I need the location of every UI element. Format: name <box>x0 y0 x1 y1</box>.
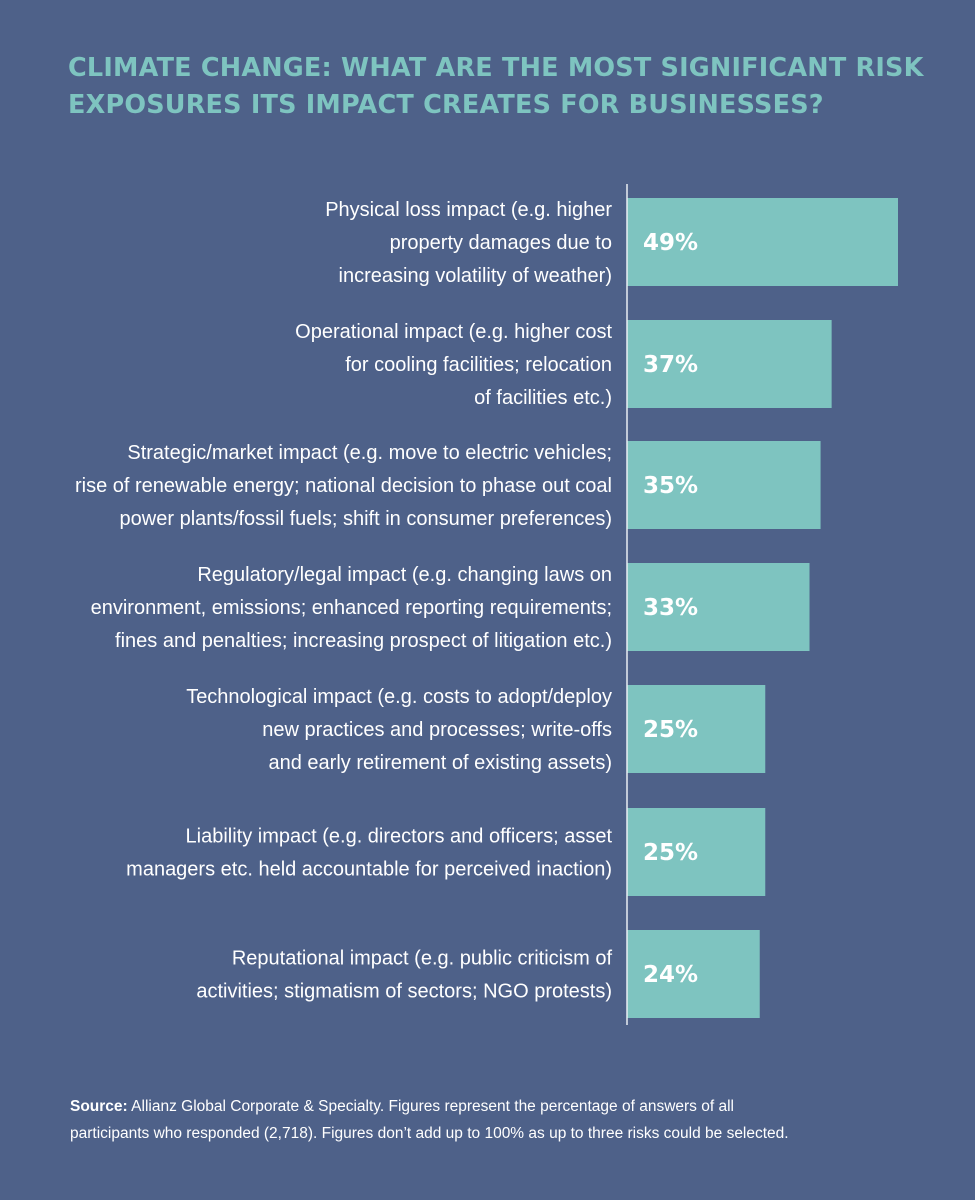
value-label-7: 24% <box>643 962 698 988</box>
category-label-6-line-2: managers etc. held accountable for perce… <box>126 859 612 881</box>
value-label-5: 25% <box>643 717 698 743</box>
value-label-1: 49% <box>643 230 698 256</box>
category-label-5-line-2: new practices and processes; write-offs <box>262 719 612 741</box>
bar-1 <box>627 198 898 286</box>
bar-chart: 49% Physical loss impact (e.g. higher prop… <box>75 184 898 1025</box>
category-label-3-line-1: Strategic/market impact (e.g. move to el… <box>127 442 612 464</box>
category-label-1-line-1: Physical loss impact (e.g. higher <box>325 199 612 221</box>
bar-4 <box>627 563 810 651</box>
category-label-3-line-2: rise of renewable energy; national decis… <box>75 475 612 497</box>
bar-7 <box>627 930 760 1018</box>
category-label-3-line-3: power plants/fossil fuels; shift in cons… <box>120 508 612 530</box>
category-label-5-line-3: and early retirement of existing assets) <box>269 752 613 774</box>
bar-2 <box>627 320 832 408</box>
chart-title: CLIMATE CHANGE: WHAT ARE THE MOST SIGNIF… <box>68 50 928 124</box>
source-note: Source: Allianz Global Corporate & Speci… <box>70 1093 950 1147</box>
chart-title-line-2: EXPOSURES ITS IMPACT CREATES FOR BUSINES… <box>68 90 824 120</box>
category-label-7-line-1: Reputational impact (e.g. public critici… <box>232 948 613 970</box>
source-label: Source: <box>70 1098 128 1115</box>
category-label-1-line-3: increasing volatility of weather) <box>339 265 612 287</box>
source-line-2: participants who responded (2,718). Figu… <box>70 1125 789 1142</box>
value-label-3: 35% <box>643 473 698 499</box>
category-label-1-line-2: property damages due to <box>390 232 612 254</box>
category-label-4-line-2: environment, emissions; enhanced reporti… <box>91 597 612 619</box>
bar-5 <box>627 685 766 773</box>
category-label-2-line-3: of facilities etc.) <box>474 387 612 409</box>
source-line-1: Source: Allianz Global Corporate & Speci… <box>70 1093 950 1120</box>
bar-3 <box>627 441 821 529</box>
value-label-6: 25% <box>643 840 698 866</box>
category-label-5-line-1: Technological impact (e.g. costs to adop… <box>186 686 612 708</box>
value-label-2: 37% <box>643 352 698 378</box>
chart-title-line-1: CLIMATE CHANGE: WHAT ARE THE MOST SIGNIF… <box>68 53 924 83</box>
source-text-1: Allianz Global Corporate & Specialty. Fi… <box>127 1098 734 1115</box>
category-label-2-line-2: for cooling facilities; relocation <box>345 354 612 376</box>
category-label-4-line-3: fines and penalties; increasing prospect… <box>115 630 612 652</box>
category-label-6-line-1: Liability impact (e.g. directors and off… <box>186 826 613 848</box>
value-label-4: 33% <box>643 595 698 621</box>
category-label-2-line-1: Operational impact (e.g. higher cost <box>295 321 612 343</box>
category-label-7-line-2: activities; stigmatism of sectors; NGO p… <box>196 981 612 1003</box>
category-label-4-line-1: Regulatory/legal impact (e.g. changing l… <box>197 564 612 586</box>
bar-6 <box>627 808 766 896</box>
